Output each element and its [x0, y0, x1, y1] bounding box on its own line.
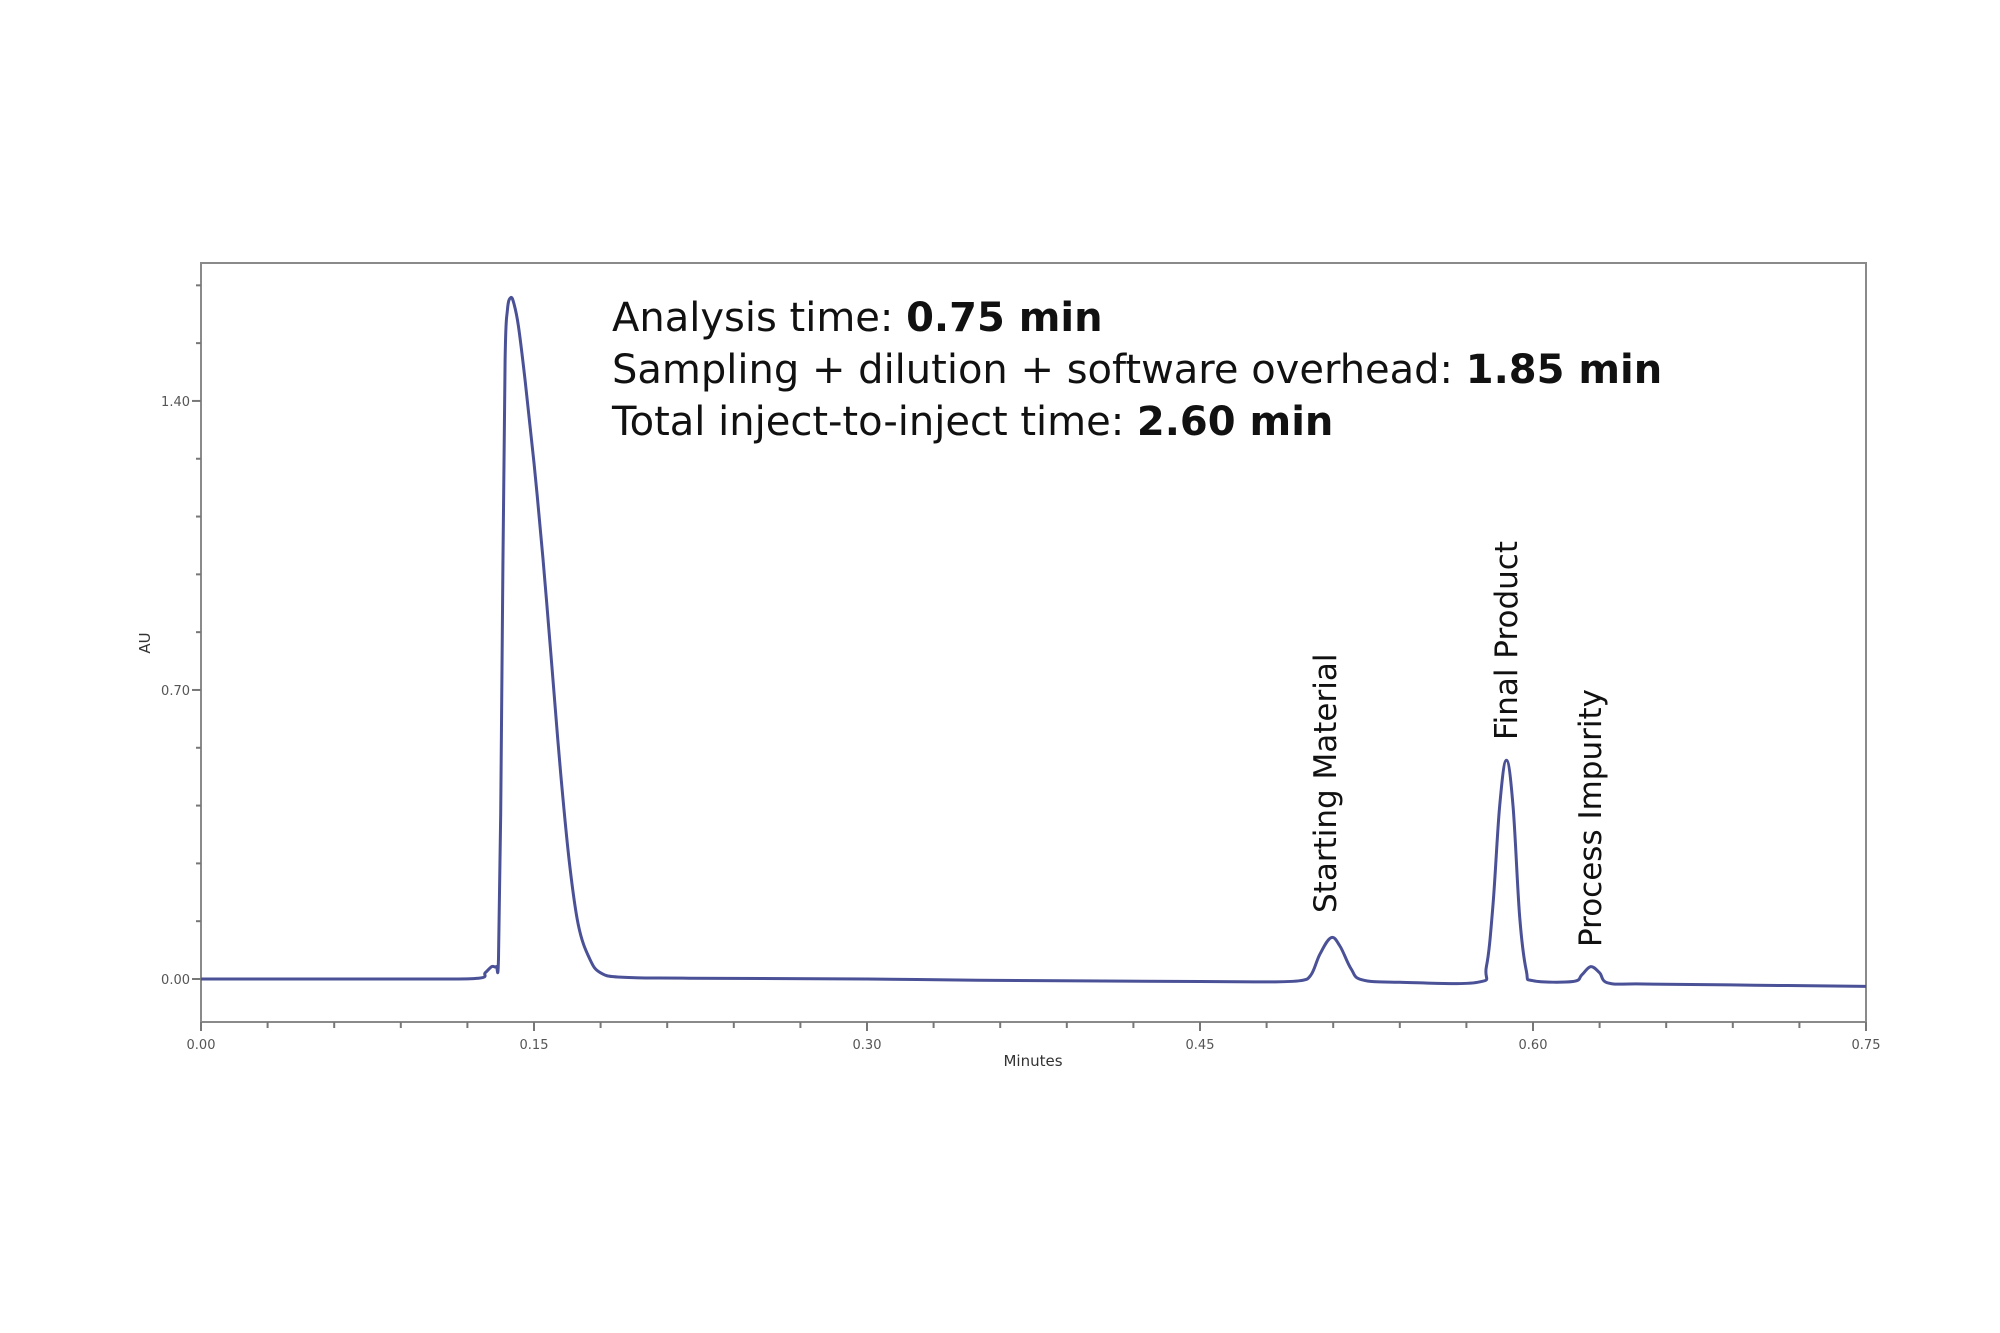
x-axis-title: Minutes [1003, 1052, 1062, 1070]
x-axis-tick-labels: 0.00 0.15 0.30 0.45 0.60 0.75 [187, 1038, 1881, 1053]
overhead-annotation: Sampling + dilution + software overhead:… [612, 344, 1662, 396]
total-time-value: 2.60 min [1136, 399, 1334, 445]
total-time-label: Total inject-to-inject time: [612, 399, 1137, 445]
x-tick-label: 0.30 [853, 1038, 882, 1053]
x-tick-label: 0.60 [1519, 1038, 1548, 1053]
total-time-annotation: Total inject-to-inject time: 2.60 min [612, 396, 1333, 448]
x-axis-ticks [200, 1022, 1867, 1031]
y-tick-label: 0.70 [161, 684, 190, 699]
peak-label-process-impurity: Process Impurity [1573, 689, 1609, 947]
plot-frame [200, 262, 1867, 1023]
y-axis-tick-labels: 0.00 0.70 1.40 [161, 395, 190, 988]
analysis-time-value: 0.75 min [906, 295, 1103, 341]
y-tick-label: 1.40 [161, 395, 190, 410]
x-tick-label: 0.45 [1186, 1038, 1215, 1053]
y-axis-ticks [192, 284, 201, 980]
overhead-value: 1.85 min [1465, 347, 1663, 393]
overhead-label: Sampling + dilution + software overhead: [612, 347, 1466, 393]
x-tick-label: 0.75 [1852, 1038, 1881, 1053]
analysis-time-annotation: Analysis time: 0.75 min [612, 292, 1103, 344]
x-tick-label: 0.15 [520, 1038, 549, 1053]
y-tick-label: 0.00 [161, 973, 190, 988]
analysis-time-label: Analysis time: [612, 295, 907, 341]
peak-label-starting-material: Starting Material [1308, 653, 1344, 913]
peak-label-final-product: Final Product [1489, 540, 1525, 740]
chromatogram-trace [201, 295, 1866, 988]
x-tick-label: 0.00 [187, 1038, 216, 1053]
y-axis-title: AU [136, 632, 154, 653]
